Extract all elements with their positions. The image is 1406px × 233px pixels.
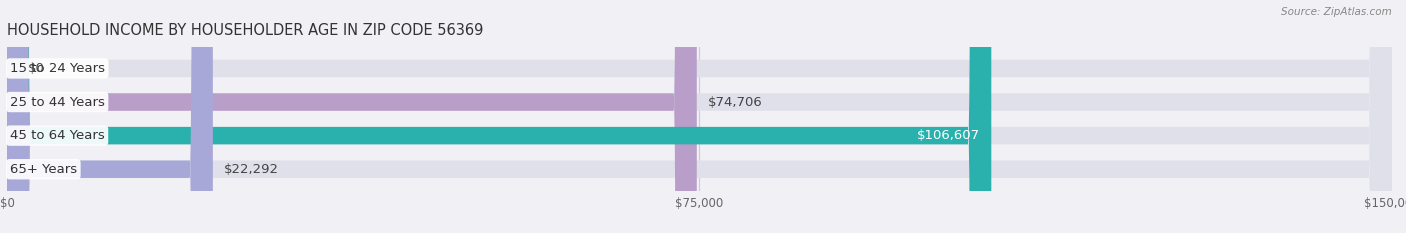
Text: HOUSEHOLD INCOME BY HOUSEHOLDER AGE IN ZIP CODE 56369: HOUSEHOLD INCOME BY HOUSEHOLDER AGE IN Z… bbox=[7, 24, 484, 38]
FancyBboxPatch shape bbox=[7, 0, 1392, 233]
Text: 15 to 24 Years: 15 to 24 Years bbox=[10, 62, 105, 75]
Text: $74,706: $74,706 bbox=[707, 96, 762, 109]
FancyBboxPatch shape bbox=[7, 0, 1392, 233]
FancyBboxPatch shape bbox=[7, 0, 697, 233]
Text: 25 to 44 Years: 25 to 44 Years bbox=[10, 96, 104, 109]
Text: 65+ Years: 65+ Years bbox=[10, 163, 77, 176]
Text: $106,607: $106,607 bbox=[917, 129, 980, 142]
FancyBboxPatch shape bbox=[7, 0, 212, 233]
FancyBboxPatch shape bbox=[7, 0, 1392, 233]
FancyBboxPatch shape bbox=[7, 0, 991, 233]
Text: 45 to 64 Years: 45 to 64 Years bbox=[10, 129, 104, 142]
Text: Source: ZipAtlas.com: Source: ZipAtlas.com bbox=[1281, 7, 1392, 17]
Text: $0: $0 bbox=[28, 62, 45, 75]
FancyBboxPatch shape bbox=[7, 0, 1392, 233]
Text: $22,292: $22,292 bbox=[224, 163, 278, 176]
